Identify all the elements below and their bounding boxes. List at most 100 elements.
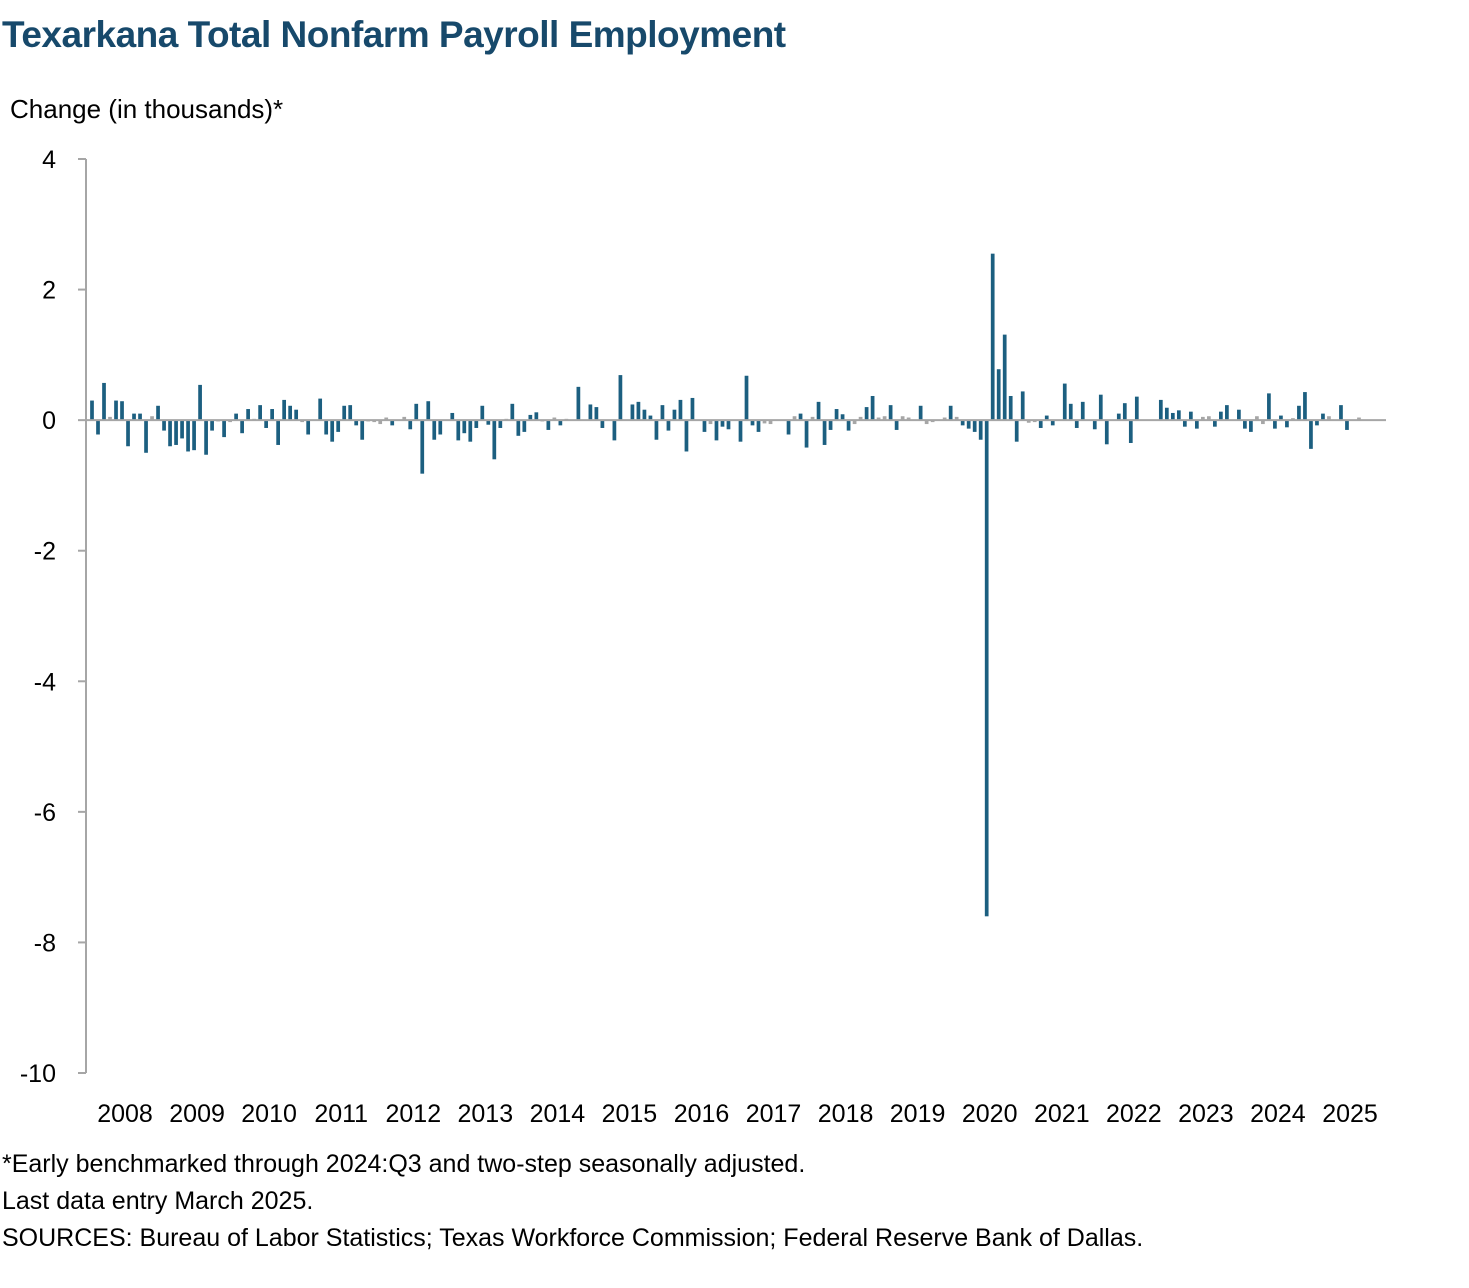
bar xyxy=(906,417,911,421)
bar xyxy=(984,420,989,917)
bar xyxy=(684,420,689,452)
bar xyxy=(174,420,178,445)
bar xyxy=(1285,420,1289,428)
bar xyxy=(198,384,202,421)
bar xyxy=(258,405,262,421)
bar xyxy=(1014,420,1019,442)
bar xyxy=(306,420,311,435)
bar xyxy=(168,420,172,447)
bar xyxy=(552,417,557,421)
bar xyxy=(1080,401,1085,421)
x-tick-label: 2013 xyxy=(457,1100,513,1128)
bar xyxy=(654,420,659,440)
bar xyxy=(600,420,605,428)
x-tick-label: 2011 xyxy=(314,1100,368,1128)
bar xyxy=(1243,420,1247,429)
bar xyxy=(1122,403,1127,421)
bar xyxy=(438,420,443,435)
bar xyxy=(234,413,238,421)
x-tick-label: 2020 xyxy=(962,1100,1018,1128)
bar xyxy=(516,420,521,436)
bar xyxy=(1002,334,1007,421)
bar xyxy=(678,399,683,421)
bar xyxy=(834,409,839,421)
bar xyxy=(1327,416,1331,421)
bar xyxy=(378,420,383,425)
bar xyxy=(210,420,214,431)
bar xyxy=(810,416,815,421)
x-axis-ticks: 2008 2009 2010 2011 2012 2013 2014 2015 2016 2017… xyxy=(97,1100,1378,1128)
bar xyxy=(1357,417,1361,421)
bar xyxy=(864,407,869,421)
bar xyxy=(348,405,353,421)
bar xyxy=(402,416,407,421)
bar xyxy=(792,416,797,421)
y-tick-label: -4 xyxy=(34,668,56,696)
bar xyxy=(966,420,971,429)
y-tick-label: -6 xyxy=(34,799,56,827)
bar xyxy=(1176,410,1181,421)
bar xyxy=(288,405,293,421)
bar xyxy=(708,420,713,425)
bar xyxy=(1267,393,1271,421)
bar xyxy=(762,420,767,424)
bar xyxy=(276,420,280,445)
bar xyxy=(990,253,995,421)
bar xyxy=(846,420,851,431)
bar xyxy=(1237,409,1241,421)
bar xyxy=(888,405,893,421)
bar xyxy=(1339,405,1343,421)
bar xyxy=(1128,420,1133,443)
bar xyxy=(264,420,268,428)
bar xyxy=(114,400,118,421)
bar xyxy=(384,417,389,421)
bar xyxy=(126,420,130,447)
bar xyxy=(558,420,563,426)
bar xyxy=(342,405,347,421)
bar xyxy=(1158,399,1163,421)
bar xyxy=(204,420,208,455)
bar xyxy=(414,403,419,421)
bar xyxy=(1020,391,1025,421)
bar xyxy=(486,420,491,425)
bar xyxy=(390,420,395,426)
bar xyxy=(1170,412,1175,421)
x-tick-label: 2010 xyxy=(241,1100,297,1128)
bar xyxy=(480,405,485,421)
footnote-last-entry: Last data entry March 2025. xyxy=(2,1187,314,1215)
bar xyxy=(546,420,551,430)
bar xyxy=(1164,407,1169,421)
bar xyxy=(108,416,112,421)
bar xyxy=(192,420,196,451)
bar xyxy=(768,420,773,425)
y-axis-ticks: 4 2 0 -2 -4 -6 -8 -10 xyxy=(20,146,86,1088)
bar xyxy=(336,420,341,432)
x-tick-label: 2015 xyxy=(602,1100,658,1128)
bar xyxy=(1008,395,1013,421)
bar xyxy=(474,420,479,428)
bar xyxy=(456,420,461,441)
bar xyxy=(756,420,761,432)
bar xyxy=(900,416,905,421)
bar xyxy=(186,420,190,452)
bar xyxy=(1182,420,1187,427)
bar xyxy=(1038,420,1043,428)
bar xyxy=(894,420,899,430)
bar xyxy=(666,420,671,431)
bar xyxy=(702,420,707,432)
bar xyxy=(246,409,250,421)
bar xyxy=(1026,420,1031,423)
bar xyxy=(954,416,959,421)
bar xyxy=(840,414,845,421)
bar xyxy=(426,401,431,421)
bar xyxy=(1321,413,1325,421)
bar xyxy=(1315,420,1319,426)
y-axis-label: Change (in thousands)* xyxy=(10,94,284,124)
x-tick-label: 2008 xyxy=(97,1100,153,1128)
bar xyxy=(996,369,1001,421)
bar xyxy=(534,412,539,421)
bar xyxy=(1255,416,1259,421)
bar xyxy=(942,417,947,421)
bar xyxy=(1068,403,1073,421)
